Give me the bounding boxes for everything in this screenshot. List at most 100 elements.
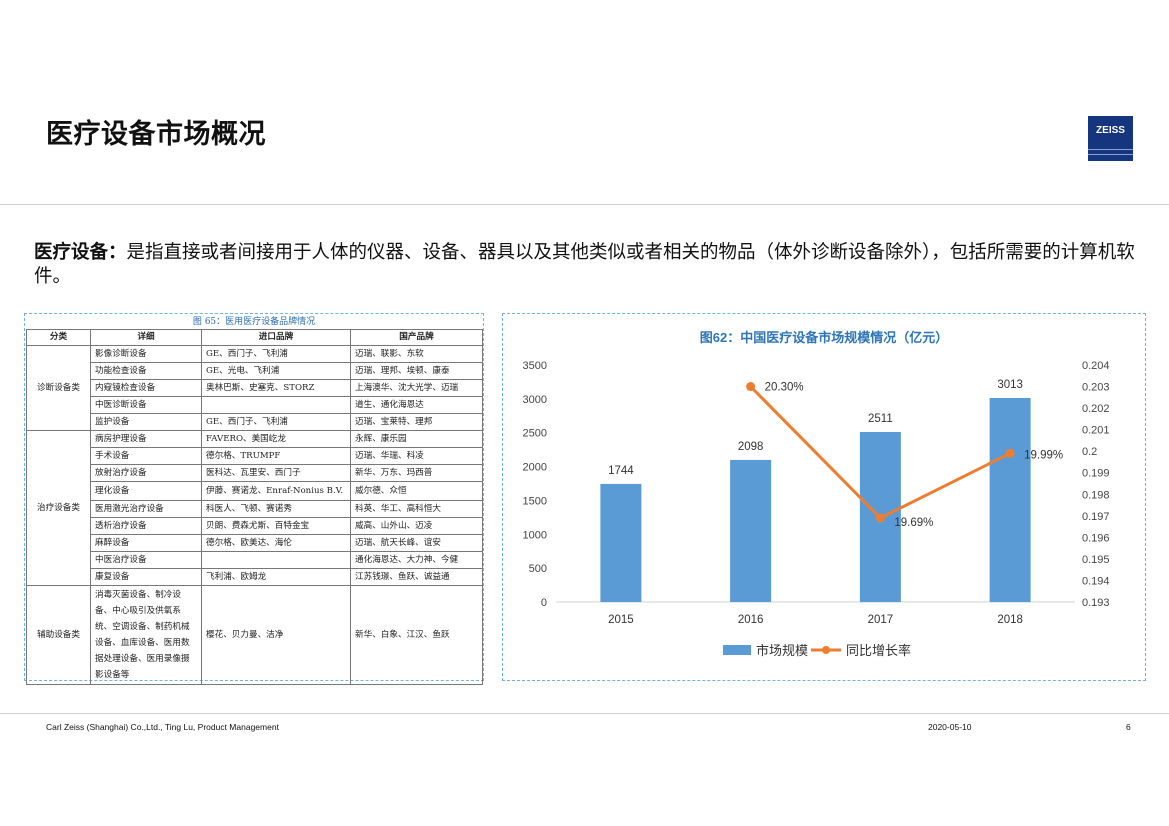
table-row: 内窥镜检查设备 奥林巴斯、史塞克、STORZ 上海澳华、沈大光学、迈瑞 bbox=[27, 379, 483, 397]
table-row: 医用激光治疗设备 科医人、飞顿、赛诺秀 科英、华工、高科恒大 bbox=[27, 500, 483, 518]
market-size-chart-panel: 图62：中国医疗设备市场规模情况（亿元） 0 500 1000 1500 2000 2500… bbox=[502, 313, 1146, 681]
category-cell: 治疗设备类 bbox=[26, 430, 91, 586]
table-row: 中医治疗设备 通化海恩达、大力神、今健 bbox=[27, 551, 483, 569]
detail-cell: 透析治疗设备 bbox=[90, 517, 202, 535]
table-row: 辅助设备类 消毒灭菌设备、制冷设备、中心吸引及供氧系统、空调设备、制药机械设备、血… bbox=[26, 585, 483, 685]
table-row: 诊断设备类 影像诊断设备 GE、西门子、飞利浦 迈瑞、联影、东软 bbox=[26, 345, 483, 431]
table-row: 功能检查设备 GE、光电、飞利浦 迈瑞、理邦、埃顿、康泰 bbox=[27, 362, 483, 380]
domestic-brand-cell: 迈瑞、理邦、埃顿、康泰 bbox=[350, 362, 483, 380]
y-left-tick-label: 0 bbox=[541, 597, 547, 609]
y-right-tick-label: 0.195 bbox=[1082, 554, 1110, 566]
detail-cell: 中医诊断设备 bbox=[90, 396, 202, 414]
x-tick-label: 2018 bbox=[997, 614, 1023, 626]
bar-value-label: 1744 bbox=[608, 465, 634, 477]
y-right-tick-label: 0.202 bbox=[1082, 403, 1110, 415]
import-brand-cell: GE、西门子、飞利浦 bbox=[201, 413, 351, 431]
import-brand-cell: 德尔格、欧美达、海伦 bbox=[201, 534, 351, 552]
domestic-brand-cell: 道生、通化海恩达 bbox=[350, 396, 483, 414]
detail-cell: 手术设备 bbox=[90, 447, 202, 465]
legend-bar-label: 市场规模 bbox=[756, 643, 808, 658]
table-row: 理化设备 伊藤、赛诺龙、Enraf-Nonius B.V. 威尔德、众恒 bbox=[27, 481, 483, 501]
detail-cell: 放射治疗设备 bbox=[90, 464, 202, 482]
intro-text: 是指直接或者间接用于人体的仪器、设备、器具以及其他类似或者相关的物品（体外诊断设… bbox=[34, 242, 1135, 287]
legend-bar-swatch bbox=[723, 645, 751, 655]
detail-cell: 中医治疗设备 bbox=[90, 551, 202, 569]
table-row: 治疗设备类 病房护理设备 FAVERO、美国屹龙 永辉、康乐园 bbox=[26, 430, 483, 586]
detail-cell: 功能检查设备 bbox=[90, 362, 202, 380]
detail-cell: 消毒灭菌设备、制冷设备、中心吸引及供氧系统、空调设备、制药机械设备、血库设备、医… bbox=[90, 585, 202, 685]
intro-paragraph: 医疗设备：是指直接或者间接用于人体的仪器、设备、器具以及其他类似或者相关的物品（… bbox=[34, 241, 1144, 289]
table-row: 中医诊断设备 道生、通化海恩达 bbox=[27, 396, 483, 414]
table-row: 放射治疗设备 医科达、瓦里安、西门子 新华、万东、玛西普 bbox=[27, 464, 483, 482]
import-brand-cell: FAVERO、美国屹龙 bbox=[201, 430, 351, 448]
category-cell: 诊断设备类 bbox=[26, 345, 91, 431]
import-brand-cell: 德尔格、TRUMPF bbox=[201, 447, 351, 465]
domestic-brand-cell: 威尔德、众恒 bbox=[350, 481, 483, 501]
brand-table: 分类 详细 进口品牌 国产品牌 诊断设备类 影像诊断设备 GE、西门子、飞利浦 迈瑞、联影、… bbox=[26, 329, 483, 685]
y-right-tick-label: 0.197 bbox=[1082, 511, 1110, 523]
legend-line-marker bbox=[822, 646, 830, 654]
growth-rate-point bbox=[875, 513, 885, 523]
y-right-tick-label: 0.199 bbox=[1082, 468, 1110, 480]
table-header-row: 分类 详细 进口品牌 国产品牌 bbox=[26, 329, 483, 346]
table-header-cell: 进口品牌 bbox=[201, 329, 351, 346]
market-size-chart: 图62：中国医疗设备市场规模情况（亿元） 0 500 1000 1500 2000 2500… bbox=[523, 330, 1110, 658]
chart-title: 图62：中国医疗设备市场规模情况（亿元） bbox=[700, 330, 948, 345]
y-left-tick-label: 1500 bbox=[523, 495, 547, 507]
table-header-cell: 详细 bbox=[90, 329, 202, 346]
detail-cell: 内窥镜检查设备 bbox=[90, 379, 202, 397]
domestic-brand-cell: 通化海恩达、大力神、今健 bbox=[350, 551, 483, 569]
bar-value-label: 3013 bbox=[997, 379, 1023, 391]
y-right-tick-label: 0.193 bbox=[1082, 597, 1110, 609]
detail-cell: 医用激光治疗设备 bbox=[90, 500, 202, 518]
import-brand-cell: 伊藤、赛诺龙、Enraf-Nonius B.V. bbox=[201, 481, 351, 501]
legend-line-label: 同比增长率 bbox=[846, 643, 911, 658]
x-tick-label: 2017 bbox=[868, 614, 894, 626]
domestic-brand-cell: 迈瑞、华瑞、科凌 bbox=[350, 447, 483, 465]
table-body: 诊断设备类 影像诊断设备 GE、西门子、飞利浦 迈瑞、联影、东软 功能检查设备 GE、光电… bbox=[26, 345, 483, 685]
import-brand-cell: GE、西门子、飞利浦 bbox=[201, 345, 351, 363]
detail-cell: 影像诊断设备 bbox=[90, 345, 202, 363]
domestic-brand-cell: 新华、白象、江汉、鱼跃 bbox=[350, 585, 483, 685]
footer-page-number: 6 bbox=[1126, 722, 1131, 732]
x-tick-label: 2016 bbox=[738, 614, 764, 626]
table-row: 麻醉设备 德尔格、欧美达、海伦 迈瑞、航天长峰、谊安 bbox=[27, 534, 483, 552]
import-brand-cell: 飞利浦、欧姆龙 bbox=[201, 568, 351, 586]
growth-rate-point bbox=[746, 382, 756, 392]
growth-rate-label: 19.69% bbox=[894, 517, 933, 529]
header-divider bbox=[0, 204, 1169, 205]
y-left-tick-label: 500 bbox=[529, 563, 547, 575]
footer-company: Carl Zeiss (Shanghai) Co.,Ltd., Ting Lu,… bbox=[46, 722, 279, 732]
footer-divider bbox=[0, 713, 1169, 714]
domestic-brand-cell: 威高、山外山、迈凌 bbox=[350, 517, 483, 535]
intro-term: 医疗设备： bbox=[34, 242, 127, 263]
bar-value-label: 2098 bbox=[738, 441, 764, 453]
detail-cell: 理化设备 bbox=[90, 481, 202, 501]
table-header-cell: 分类 bbox=[26, 329, 91, 346]
y-right-tick-label: 0.194 bbox=[1082, 575, 1110, 587]
domestic-brand-cell: 迈瑞、宝莱特、理邦 bbox=[350, 413, 483, 431]
table-row: 康复设备 飞利浦、欧姆龙 江苏钱璟、鱼跃、诚益通 bbox=[27, 568, 483, 586]
growth-rate-label: 20.30% bbox=[765, 382, 804, 394]
domestic-brand-cell: 上海澳华、沈大光学、迈瑞 bbox=[350, 379, 483, 397]
import-brand-cell: 奥林巴斯、史塞克、STORZ bbox=[201, 379, 351, 397]
bar bbox=[730, 459, 772, 602]
table-row: 监护设备 GE、西门子、飞利浦 迈瑞、宝莱特、理邦 bbox=[27, 413, 483, 431]
table-row: 手术设备 德尔格、TRUMPF 迈瑞、华瑞、科凌 bbox=[27, 447, 483, 465]
bar bbox=[989, 397, 1031, 602]
import-brand-cell: 樱花、贝力曼、洁净 bbox=[201, 585, 351, 685]
import-brand-cell: 贝朗、费森尤斯、百特金宝 bbox=[201, 517, 351, 535]
y-right-tick-label: 0.2 bbox=[1082, 446, 1097, 458]
table-row: 透析治疗设备 贝朗、费森尤斯、百特金宝 威高、山外山、迈凌 bbox=[27, 517, 483, 535]
y-left-tick-label: 2500 bbox=[523, 428, 547, 440]
import-brand-cell: 科医人、飞顿、赛诺秀 bbox=[201, 500, 351, 518]
zeiss-logo: ZEISS bbox=[1088, 116, 1133, 161]
table-caption: 图 65：医用医疗设备品牌情况 bbox=[192, 317, 316, 327]
y-left-tick-label: 3000 bbox=[523, 394, 547, 406]
growth-rate-point bbox=[1005, 448, 1015, 458]
x-tick-label: 2015 bbox=[608, 614, 634, 626]
brand-table-panel: 图 65：医用医疗设备品牌情况 分类 详细 进口品牌 国产品牌 诊断设备类 影像诊断设备… bbox=[24, 313, 484, 685]
import-brand-cell bbox=[201, 551, 351, 569]
y-right-tick-label: 0.196 bbox=[1082, 532, 1110, 544]
bar-value-label: 2511 bbox=[868, 413, 893, 425]
